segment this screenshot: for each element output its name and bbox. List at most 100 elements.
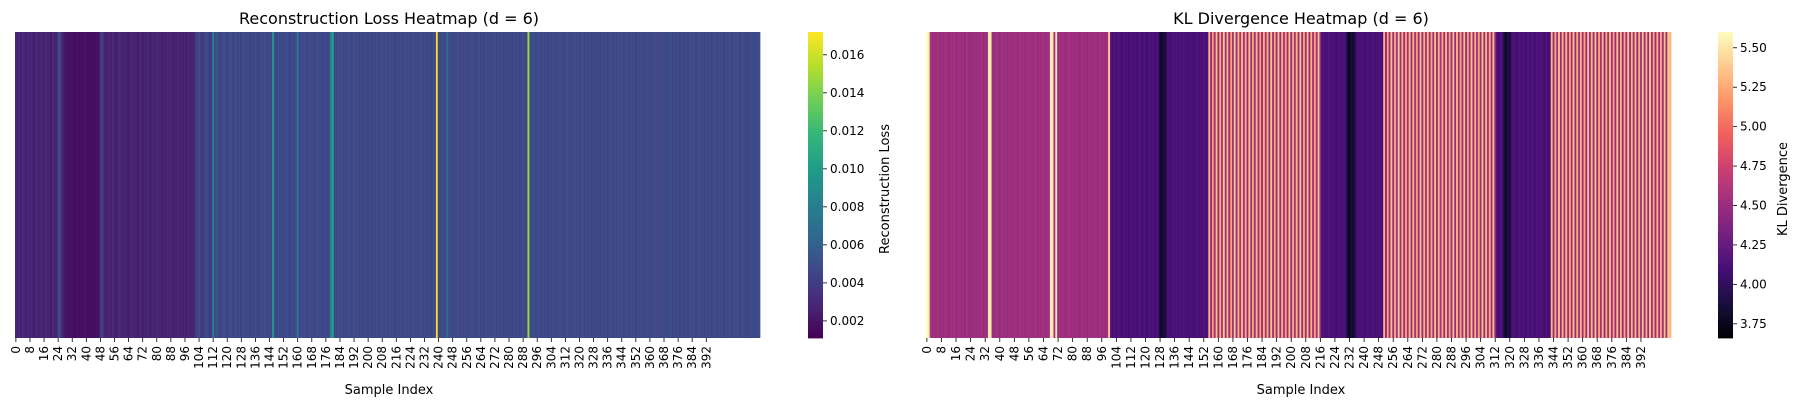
colorbar-segment	[1718, 85, 1733, 89]
heatmap-cell	[140, 32, 143, 338]
heatmap-cell	[1128, 32, 1131, 338]
colorbar-segment	[808, 144, 823, 148]
heatmap-cell	[358, 32, 361, 338]
heatmap-cell	[1288, 32, 1291, 338]
colorbar-segment	[1718, 141, 1733, 145]
heatmap-cell	[1206, 32, 1209, 338]
heatmap-cell	[1561, 32, 1564, 338]
heatmap-cell	[1120, 32, 1124, 338]
heatmap-cell	[656, 32, 659, 338]
heatmap-cell	[388, 32, 391, 338]
heatmap-cell	[90, 32, 93, 338]
colorbar-tick-label: 0.014	[830, 86, 864, 100]
heatmap-cell	[631, 32, 634, 338]
x-tick-label: 128	[234, 346, 248, 369]
heatmap-cell	[1410, 32, 1413, 338]
colorbar-segment	[1718, 70, 1733, 74]
heatmap-cell	[955, 32, 958, 338]
heatmap-cell	[1175, 32, 1178, 338]
x-tick-label: 200	[1284, 346, 1298, 369]
heatmap-cell	[1160, 32, 1164, 338]
colorbar-segment	[808, 315, 823, 318]
heatmap-cell	[1567, 32, 1570, 338]
heatmap-cell	[686, 32, 689, 338]
heatmap-cell	[1357, 32, 1360, 338]
x-tick-label: 120	[1138, 346, 1152, 369]
colorbar-segment	[808, 39, 823, 43]
colorbar-segment	[808, 210, 823, 214]
x-tick-label: 304	[544, 346, 558, 369]
colorbar-segment	[1718, 49, 1733, 53]
heatmap-cell	[1394, 32, 1397, 338]
heatmap-cell	[280, 32, 284, 338]
heatmap-cell	[407, 32, 410, 338]
heatmap-cell	[559, 32, 562, 338]
colorbar-segment	[808, 164, 823, 168]
heatmap-cell	[733, 32, 736, 338]
heatmap-cell	[1587, 32, 1590, 338]
heatmap-cell	[1505, 32, 1508, 338]
heatmap-cell	[605, 32, 608, 338]
heatmap-cell	[1080, 32, 1084, 338]
x-tick-label: 248	[1372, 346, 1386, 369]
heatmap-cell	[980, 32, 983, 338]
colorbar-segment	[808, 309, 823, 313]
heatmap-cell	[330, 32, 333, 338]
heatmap-cell	[1545, 32, 1548, 338]
colorbar-segment	[1718, 72, 1733, 76]
colorbar-segment	[808, 332, 823, 336]
heatmap-cell	[476, 32, 479, 338]
colorbar-segment	[1718, 103, 1733, 107]
heatmap-cell	[1432, 32, 1435, 338]
heatmap-cell	[1370, 32, 1373, 338]
heatmap-cell	[471, 32, 474, 338]
x-tick-label: 320	[572, 346, 586, 369]
heatmap-cell	[576, 32, 579, 338]
heatmap-cell	[1492, 32, 1495, 338]
heatmap-cell	[997, 32, 1000, 338]
colorbar-segment	[808, 139, 823, 143]
heatmap-cell	[721, 32, 724, 338]
colorbar-segment	[808, 149, 823, 153]
heatmap-cell	[1468, 32, 1471, 338]
heatmap-cell	[432, 32, 435, 338]
heatmap-cell	[516, 32, 520, 338]
colorbar-segment	[808, 77, 823, 81]
x-tick-label: 296	[530, 346, 544, 369]
heatmap-cell	[1111, 32, 1114, 338]
heatmap-cell	[1217, 32, 1220, 338]
colorbar-segment	[1718, 271, 1733, 275]
heatmap-cell	[518, 32, 521, 338]
heatmap-cell	[1293, 32, 1297, 338]
heatmap-cell	[1354, 32, 1357, 338]
colorbar-segment	[1718, 233, 1733, 237]
colorbar-segment	[808, 238, 823, 242]
heatmap-cell	[737, 32, 740, 338]
heatmap-cell	[252, 32, 255, 338]
colorbar-segment	[808, 131, 823, 135]
colorbar-segment	[1718, 136, 1733, 140]
heatmap-cell	[1297, 32, 1300, 338]
heatmap-cell	[492, 32, 495, 338]
colorbar-segment	[808, 179, 823, 183]
x-tick-label: 80	[150, 346, 164, 361]
colorbar-segment	[1718, 95, 1733, 99]
heatmap-cell	[1428, 32, 1431, 338]
heatmap-cell	[1146, 32, 1149, 338]
colorbar-segment	[1718, 335, 1733, 339]
heatmap-cell	[238, 32, 241, 338]
heatmap-cell	[457, 32, 460, 338]
heatmap-cell	[700, 32, 703, 338]
heatmap-cell	[636, 32, 639, 338]
heatmap-cell	[60, 32, 63, 338]
heatmap-cell	[481, 32, 484, 338]
x-tick-label: 272	[1415, 346, 1429, 369]
colorbar-segment	[808, 72, 823, 76]
heatmap-cell	[1295, 32, 1298, 338]
colorbar-segment	[808, 187, 823, 191]
heatmap-cell	[340, 32, 343, 338]
heatmap-cell	[575, 32, 578, 338]
heatmap-cell	[1330, 32, 1333, 338]
heatmap-cell	[272, 32, 275, 338]
